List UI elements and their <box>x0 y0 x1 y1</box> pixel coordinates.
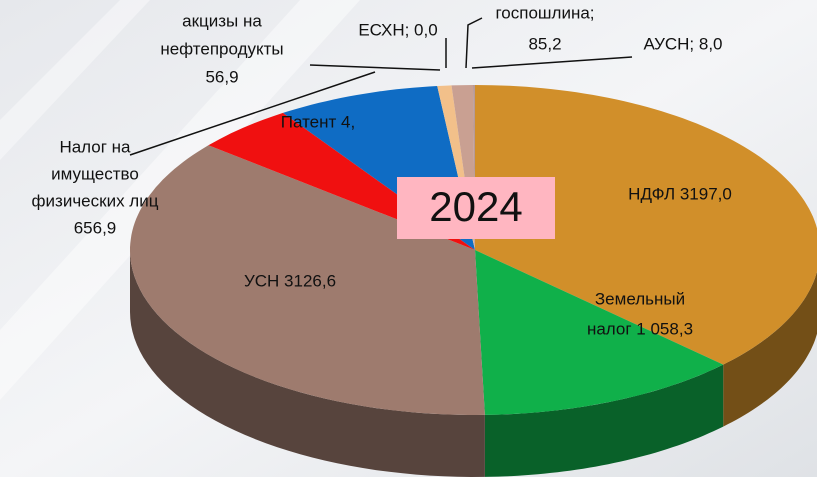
data-label: УСН 3126,6 <box>244 271 336 290</box>
data-label: нефтепродукты <box>160 39 283 58</box>
leader-line <box>465 17 483 69</box>
pie <box>130 85 817 477</box>
data-label: 656,9 <box>74 218 117 237</box>
data-label: Налог на <box>59 137 131 156</box>
pie-slice-side <box>723 271 817 427</box>
data-label: НДФЛ 3197,0 <box>628 184 732 203</box>
data-label: госпошлина; <box>495 3 594 22</box>
chart-title: 2024 <box>429 183 522 230</box>
data-label: акцизы на <box>182 11 262 30</box>
data-label: физических лиц <box>32 191 159 210</box>
data-label: имущество <box>51 164 139 183</box>
leader-line <box>471 56 633 69</box>
data-label: Земельный <box>595 289 685 308</box>
data-label: Патент 4, <box>281 112 355 131</box>
leader-line <box>309 64 441 71</box>
background-streak <box>0 0 150 160</box>
data-label: 85,2 <box>528 34 561 53</box>
leader-line <box>129 71 376 156</box>
title-box <box>397 177 555 239</box>
pie-slice <box>475 85 817 365</box>
labels: НДФЛ 3197,0 Земельный налог 1 058,3 УСН 312… <box>32 3 732 338</box>
pie-slice <box>130 145 485 415</box>
data-label: 56,9 <box>205 67 238 86</box>
data-label: налог 1 058,3 <box>587 319 693 338</box>
data-label: АУСН; 8,0 <box>643 34 722 53</box>
pie-slice-side <box>484 364 724 477</box>
data-label: ЕСХН; 0,0 <box>358 20 437 39</box>
pie-slice-side <box>130 250 485 477</box>
pie-slice <box>475 250 724 415</box>
